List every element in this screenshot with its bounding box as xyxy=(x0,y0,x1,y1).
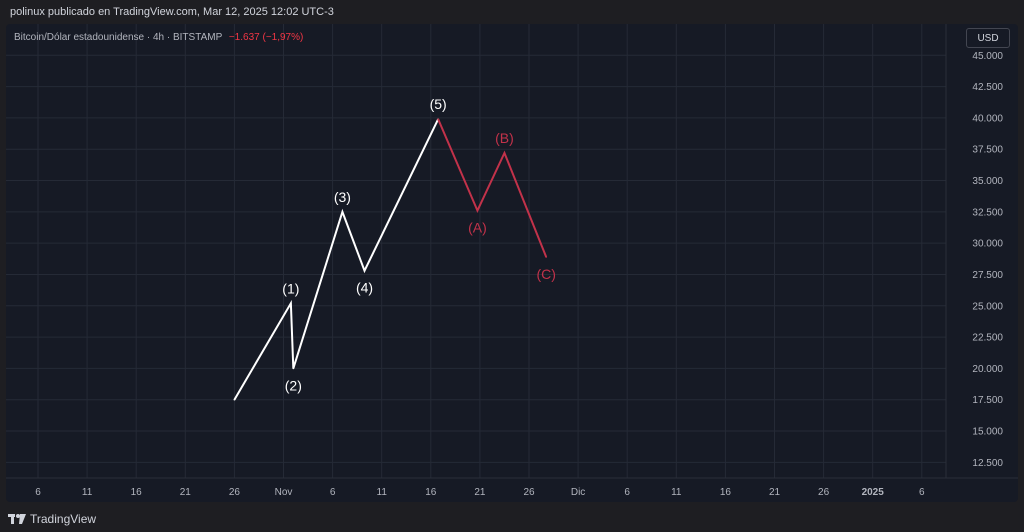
top-bar: polinux publicado en TradingView.com, Ma… xyxy=(0,0,1024,26)
x-tick-label: 6 xyxy=(624,487,630,498)
wave-label: (1) xyxy=(282,280,299,296)
x-tick-label: Nov xyxy=(275,487,293,498)
y-tick-label: 37.500 xyxy=(972,145,1003,156)
x-tick-label: 26 xyxy=(523,487,535,498)
x-tick-label: 11 xyxy=(377,487,388,498)
correction-wave-point xyxy=(476,209,479,212)
y-tick-label: 32.500 xyxy=(972,207,1003,218)
x-tick-label: 16 xyxy=(720,487,732,498)
wave-label: (3) xyxy=(334,189,351,205)
correction-wave-point xyxy=(503,152,506,154)
impulse-wave-line xyxy=(233,118,440,401)
x-tick-label: 21 xyxy=(180,487,192,498)
price-change: −1.637 (−1,97%) xyxy=(228,32,304,43)
y-tick-label: 17.500 xyxy=(972,395,1003,406)
x-tick-label: 6 xyxy=(330,487,336,498)
y-tick-label: 22.500 xyxy=(972,333,1003,344)
wave-label: (4) xyxy=(356,280,373,296)
tradingview-logo-icon xyxy=(8,514,26,524)
y-tick-label: 25.000 xyxy=(972,301,1003,312)
chart-frame xyxy=(6,24,1018,502)
impulse-wave-point xyxy=(363,269,366,272)
correction-wave-point xyxy=(437,118,439,120)
impulse-wave-point xyxy=(341,211,344,213)
wave-label: (B) xyxy=(495,130,514,146)
x-tick-label: 11 xyxy=(671,487,682,498)
correction-wave-line xyxy=(437,118,548,258)
x-tick-label: 26 xyxy=(229,487,241,498)
y-tick-label: 27.500 xyxy=(972,270,1003,281)
impulse-wave-point xyxy=(292,367,295,370)
y-tick-label: 45.000 xyxy=(972,51,1003,62)
x-tick-label: Dic xyxy=(571,487,585,498)
publisher-text: polinux publicado en TradingView.com, Ma… xyxy=(10,6,334,18)
x-tick-label: 26 xyxy=(818,487,830,498)
x-tick-label: 16 xyxy=(425,487,437,498)
x-tick-label: 6 xyxy=(35,487,41,498)
symbol-legend: Bitcoin/Dólar estadounidense · 4h · BITS… xyxy=(14,32,303,43)
correction-wave-point xyxy=(545,256,547,258)
x-tick-label: 2025 xyxy=(862,487,885,498)
y-tick-label: 35.000 xyxy=(972,176,1003,187)
y-tick-label: 30.000 xyxy=(972,239,1003,250)
wave-label: (A) xyxy=(468,220,487,236)
y-tick-label: 15.000 xyxy=(972,427,1003,438)
symbol-label: Bitcoin/Dólar estadounidense · 4h · BITS… xyxy=(14,32,223,43)
x-tick-label: 21 xyxy=(474,487,486,498)
tradingview-brand[interactable]: TradingView xyxy=(30,512,97,526)
footer-bar: TradingView xyxy=(0,506,1024,532)
y-tick-label: 42.500 xyxy=(972,82,1003,93)
y-tick-label: 40.000 xyxy=(972,113,1003,124)
wave-label: (5) xyxy=(430,96,447,112)
impulse-wave-point xyxy=(290,302,292,305)
wave-label: (2) xyxy=(285,377,302,393)
y-tick-label: 20.000 xyxy=(972,364,1003,375)
x-tick-label: 21 xyxy=(769,487,781,498)
wave-label: (C) xyxy=(536,266,555,282)
x-tick-label: 6 xyxy=(919,487,925,498)
y-tick-label: 12.500 xyxy=(972,458,1003,469)
impulse-wave-point xyxy=(233,398,236,401)
x-tick-label: 16 xyxy=(131,487,143,498)
currency-button[interactable]: USD xyxy=(966,28,1010,48)
x-tick-label: 11 xyxy=(82,487,93,498)
